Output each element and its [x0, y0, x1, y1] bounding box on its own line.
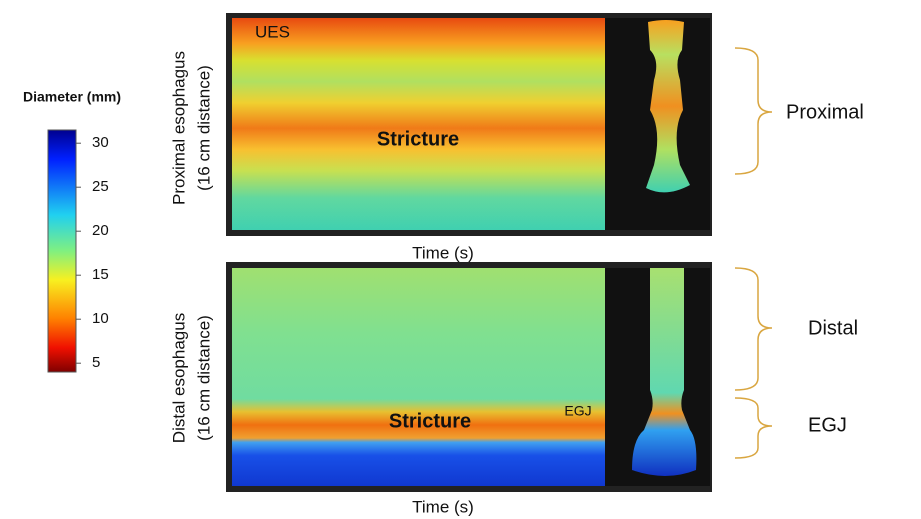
- x-label: Time (s): [412, 497, 474, 516]
- bracket-label: Distal: [808, 317, 858, 339]
- x-label: Time (s): [412, 243, 474, 262]
- annotation: UES: [255, 22, 290, 41]
- annotation: Stricture: [377, 128, 459, 150]
- colorbar-title: Diameter (mm): [23, 89, 121, 105]
- y-label: Proximal esophagus: [169, 51, 188, 205]
- colorbar-tick-label: 20: [92, 222, 109, 239]
- y-label: Distal esophagus: [169, 313, 188, 443]
- annotation: Stricture: [389, 410, 471, 432]
- y-label: (16 cm distance): [194, 315, 213, 441]
- brackets: [734, 47, 773, 459]
- heatmap: [232, 18, 605, 230]
- colorbar-tick-label: 5: [92, 354, 100, 371]
- y-label: (16 cm distance): [194, 65, 213, 191]
- colorbar-tick-label: 25: [92, 178, 109, 195]
- tube: [632, 268, 697, 476]
- heatmap: [232, 268, 605, 486]
- colorbar-tick-label: 30: [92, 134, 109, 151]
- colorbar: [47, 129, 77, 373]
- bracket-label: EGJ: [808, 414, 847, 436]
- annotation: EGJ: [564, 403, 591, 419]
- colorbar-tick-label: 15: [92, 266, 109, 283]
- colorbar-tick-label: 10: [92, 310, 109, 327]
- tube: [646, 20, 690, 193]
- bracket-label: Proximal: [786, 101, 864, 123]
